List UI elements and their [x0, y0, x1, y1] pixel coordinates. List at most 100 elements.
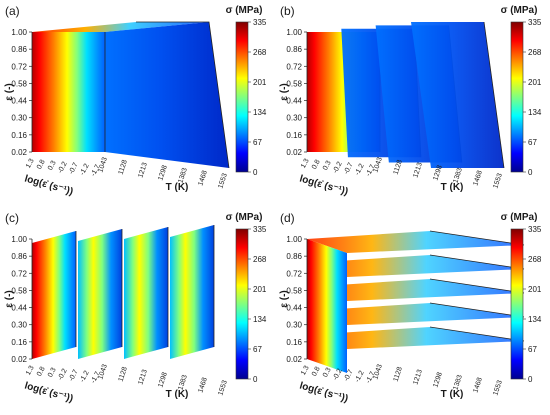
depth-tick-label: 0.3: [47, 367, 58, 379]
y-tick-label: 0.30: [286, 114, 302, 123]
cube-b: 1.00 0.86 0.72 0.58 0.44 0.30 0.16 0.02 ε (-) 1.3…: [279, 21, 505, 198]
panel-b: (b) 1.000.860.720.580.440.300.160.02ε (-…: [279, 4, 542, 198]
y-tick-label: 0.30: [11, 321, 27, 330]
y-tick-label: 0.72: [286, 62, 302, 71]
depth-tick-label: -0.2: [57, 368, 69, 382]
colorbar-tick-label: 201: [528, 285, 542, 294]
x-axis-label: T (K): [166, 389, 189, 400]
depth-tick-label: -0.7: [68, 162, 80, 176]
x-tick-label: 1213: [137, 162, 149, 179]
colorbar-tick-label: 0: [528, 168, 533, 177]
x-tick-label: 1043: [372, 363, 384, 380]
depth-tick-label: -0.2: [57, 161, 69, 175]
y-tick-label: 0.58: [11, 286, 27, 295]
depth-tick-label: -1.7: [90, 164, 102, 178]
depth-tick-label: 0.8: [311, 366, 322, 378]
x-tick-label: 1468: [197, 170, 209, 187]
colorbar-tick-label: 335: [528, 18, 542, 27]
y-tick-label: 0.86: [286, 252, 302, 261]
depth-tick-label: 0.8: [311, 159, 322, 171]
colorbar-d: σ (MPa) 335 268 201 134 67 0: [501, 212, 542, 384]
x-tick-label: 1128: [118, 366, 129, 383]
cube-a: 1.00 0.86 0.72 0.58 0.44 0.30 0.16 0.02 ε (-) 1.3…: [4, 21, 230, 198]
depth-tick-label: -0.7: [68, 369, 80, 383]
front-face: [32, 32, 105, 152]
x-tick-label: 1043: [97, 156, 109, 173]
x-tick-label: 1298: [157, 371, 169, 388]
cube-c: 1.00 0.86 0.72 0.58 0.44 0.30 0.16 0.02 ε (-) 1.3…: [4, 225, 229, 405]
x-tick-label: 1128: [393, 366, 404, 383]
x-tick-label: 1553: [217, 379, 229, 396]
colorbar-tick-label: 134: [253, 108, 267, 117]
y-tick-label: 0.02: [11, 148, 27, 157]
colorbar-title: σ (MPa): [501, 5, 538, 16]
depth-tick-label: 1.3: [300, 365, 311, 377]
x-tick-label: 1128: [118, 159, 129, 176]
y-tick-label: 0.72: [286, 269, 302, 278]
x-tick-label: 1298: [157, 164, 169, 181]
x-tick-label: 1468: [197, 377, 209, 394]
y-tick-label: 0.02: [286, 355, 302, 364]
colorbar-tick-label: 201: [253, 285, 267, 294]
depth-tick-label: -0.7: [343, 162, 355, 176]
depth-tick-label: -1.7: [90, 371, 102, 385]
y-tick-label: 0.30: [11, 114, 27, 123]
y-tick-label: 0.72: [11, 269, 27, 278]
depth-axis-label: log(ε̇ (s⁻¹)): [23, 380, 74, 404]
colorbar-tick-label: 268: [528, 255, 542, 264]
x-tick-label: 1213: [412, 162, 424, 179]
x-tick-label: 1298: [432, 164, 444, 181]
x-tick-label: 1213: [412, 369, 424, 386]
colorbar-tick-label: 67: [253, 345, 262, 354]
x-tick-label: 1043: [372, 156, 384, 173]
x-tick-label: 1298: [432, 371, 444, 388]
y-tick-label: 0.02: [286, 148, 302, 157]
x-tick-label: 1213: [137, 369, 149, 386]
colorbar-tick-label: 67: [253, 138, 262, 147]
x-tick-label: 1383: [452, 167, 464, 184]
colorbar-tick-label: 0: [253, 168, 258, 177]
colorbar-tick-label: 134: [528, 315, 542, 324]
panel-label: (c): [5, 211, 19, 225]
depth-tick-label: -0.2: [332, 161, 344, 175]
y-tick-label: 0.44: [11, 304, 27, 313]
x-tick-label: 1553: [492, 172, 504, 189]
panel-label: (a): [5, 4, 20, 18]
depth-tick-label: -1.2: [79, 370, 91, 384]
depth-tick-label: 1.3: [25, 365, 36, 377]
depth-tick-label: -1.7: [365, 164, 377, 178]
colorbar-c: σ (MPa) 335 268 201 134 67 0: [226, 212, 267, 384]
colorbar-tick-label: 268: [253, 48, 267, 57]
colorbar-tick-label: 0: [253, 375, 258, 384]
y-tick-label: 1.00: [11, 28, 27, 37]
y-tick-label: 0.16: [286, 338, 302, 347]
y-tick-label: 0.16: [11, 338, 27, 347]
y-axis-label: ε (-): [279, 290, 290, 308]
colorbar: [510, 21, 524, 173]
depth-axis-label: log(ε̇ (s⁻¹)): [298, 380, 349, 404]
depth-tick-label: -1.2: [79, 163, 91, 177]
x-tick-label: 1383: [177, 167, 189, 184]
colorbar-title: σ (MPa): [501, 212, 538, 223]
colorbar-tick-label: 134: [253, 315, 267, 324]
panel-label: (b): [280, 4, 295, 18]
y-axis-label: ε (-): [279, 83, 290, 101]
y-tick-label: 0.86: [11, 45, 27, 54]
colorbar: [510, 228, 524, 380]
x-tick-label: 1468: [472, 170, 484, 187]
colorbar-tick-label: 201: [528, 78, 542, 87]
cube-d: 1.00 0.86 0.72 0.58 0.44 0.30 0.16 0.02 ε (-) 1.3…: [279, 230, 525, 405]
y-tick-label: 1.00: [286, 28, 302, 37]
x-axis-label: T (K): [166, 182, 189, 193]
depth-tick-label: 1.3: [25, 158, 36, 170]
x-tick-label: 1468: [472, 377, 484, 394]
depth-tick-label: -0.2: [332, 368, 344, 382]
y-tick-label: 0.72: [11, 62, 27, 71]
y-tick-label: 0.86: [11, 252, 27, 261]
y-axis-label: ε (-): [4, 290, 15, 308]
colorbar-tick-label: 335: [253, 18, 267, 27]
y-tick-label: 0.44: [286, 304, 302, 313]
x-tick-label: 1383: [452, 374, 464, 391]
y-axis-label: ε (-): [4, 83, 15, 101]
colorbar-tick-label: 335: [253, 225, 267, 234]
